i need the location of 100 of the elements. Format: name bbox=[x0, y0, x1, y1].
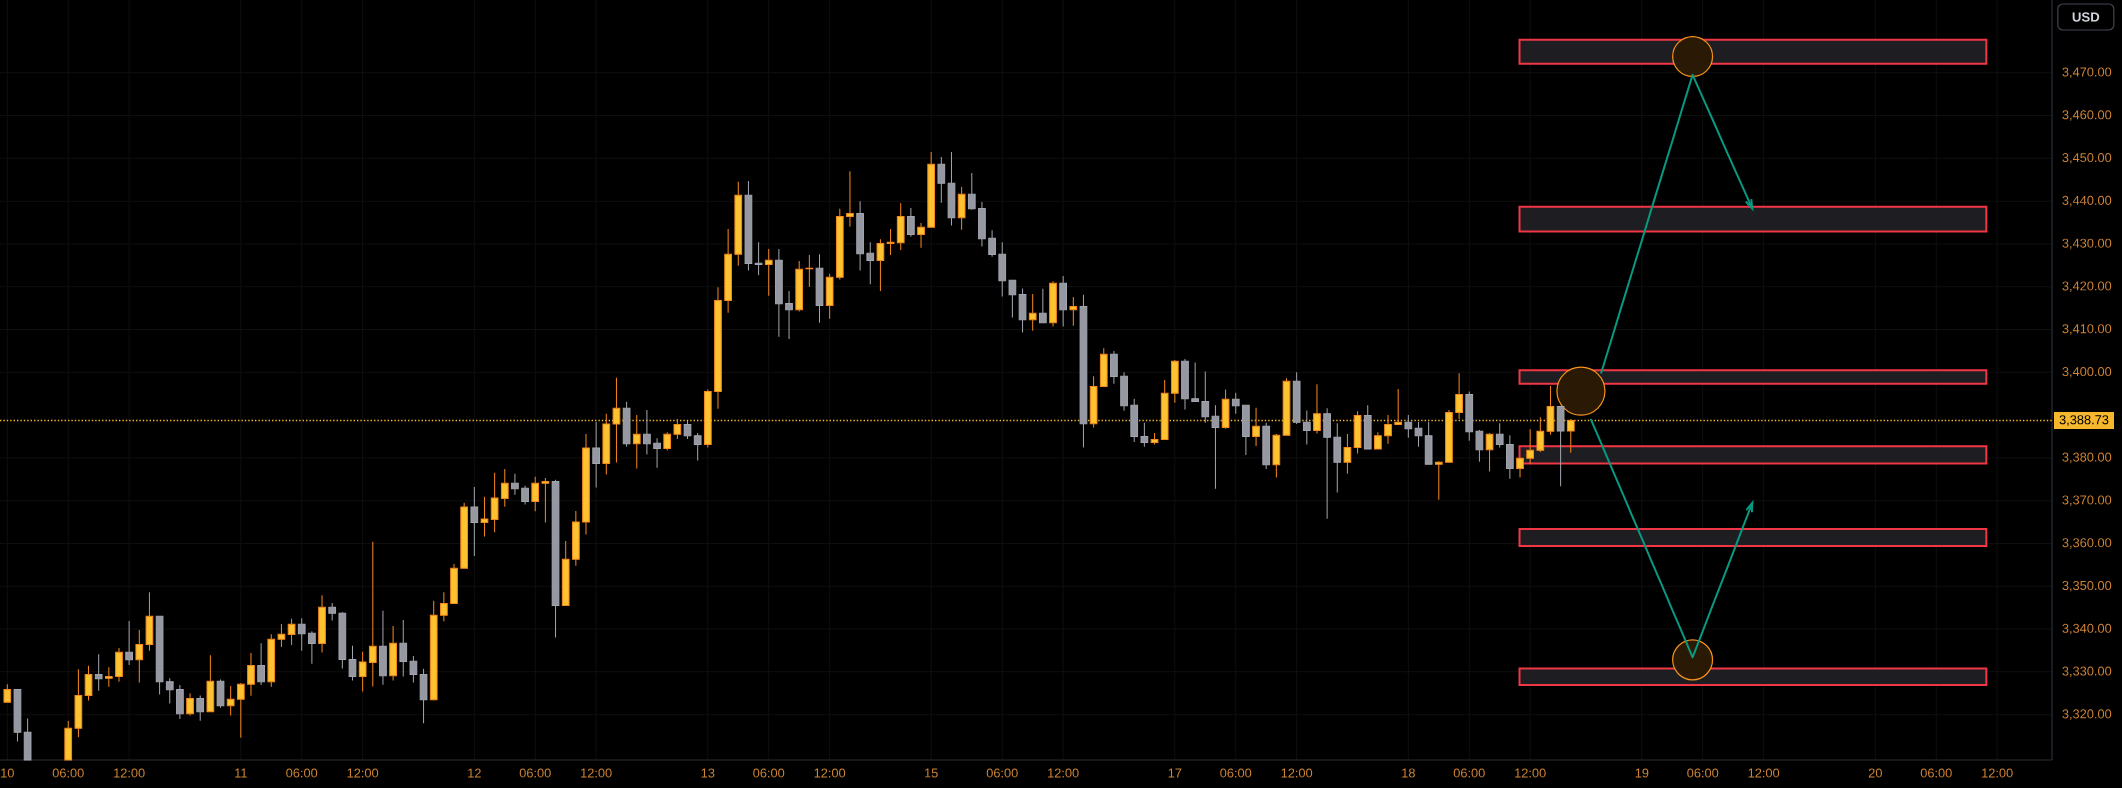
candlestick bbox=[582, 433, 590, 535]
candlestick bbox=[3, 683, 12, 703]
candlestick bbox=[815, 253, 824, 324]
candlestick bbox=[1556, 406, 1565, 487]
x-tick-label: 12:00 bbox=[1515, 768, 1546, 778]
candlestick bbox=[1333, 422, 1342, 494]
candlestick bbox=[216, 679, 225, 709]
x-tick-label: 12:00 bbox=[114, 768, 145, 778]
candlestick bbox=[551, 479, 560, 639]
candlestick bbox=[1272, 433, 1281, 479]
candlestick bbox=[754, 241, 763, 276]
candlestick bbox=[1059, 275, 1067, 328]
x-tick-label: 06:00 bbox=[1687, 768, 1719, 778]
x-tick-label: 18 bbox=[1402, 768, 1415, 778]
candlestick bbox=[318, 594, 326, 654]
candlestick bbox=[490, 472, 499, 533]
candlestick bbox=[673, 418, 682, 440]
candlestick bbox=[896, 202, 905, 251]
candlestick bbox=[1028, 293, 1037, 332]
candlestick bbox=[622, 401, 631, 448]
candlestick bbox=[693, 432, 702, 461]
candlestick bbox=[572, 510, 580, 567]
candlestick bbox=[1343, 433, 1352, 475]
candlestick bbox=[247, 652, 255, 697]
candlestick bbox=[429, 600, 438, 702]
candlestick bbox=[825, 273, 834, 320]
y-tick-label: 3,460.00 bbox=[2062, 110, 2112, 121]
x-tick-label: 12:00 bbox=[814, 768, 846, 778]
y-tick-label: 3,330.00 bbox=[2062, 666, 2112, 678]
x-tick-label: 12:00 bbox=[347, 768, 379, 778]
candlestick bbox=[541, 477, 550, 523]
candlestick bbox=[165, 677, 174, 705]
candlestick bbox=[348, 645, 357, 681]
candlestick bbox=[1516, 456, 1524, 479]
candlestick bbox=[480, 496, 489, 538]
candlestick bbox=[1099, 347, 1108, 387]
candlestick bbox=[714, 286, 722, 410]
y-tick-label: 3,410.00 bbox=[2062, 324, 2112, 335]
candlestick bbox=[1069, 296, 1078, 327]
candlestick bbox=[1110, 350, 1118, 385]
candlestick bbox=[226, 685, 235, 716]
y-tick-label: 3,430.00 bbox=[2062, 238, 2112, 250]
candlestick bbox=[785, 290, 793, 340]
candlestick bbox=[1495, 422, 1504, 449]
x-tick-label: 19 bbox=[1635, 768, 1649, 778]
candlestick bbox=[500, 468, 509, 508]
candlestick bbox=[1485, 432, 1494, 473]
x-tick-label: 06:00 bbox=[1453, 768, 1485, 778]
candlestick bbox=[1384, 414, 1392, 445]
x-tick-label: 06:00 bbox=[1220, 768, 1252, 778]
candlestick bbox=[561, 540, 570, 607]
candlestick bbox=[1231, 392, 1240, 415]
candlestick bbox=[937, 156, 946, 204]
candlestick bbox=[1150, 432, 1159, 446]
candlestick bbox=[358, 651, 367, 693]
candlestick bbox=[703, 388, 712, 449]
candlestick bbox=[84, 665, 93, 702]
candlestick bbox=[94, 653, 103, 692]
candlestick bbox=[145, 591, 154, 652]
candlestick bbox=[125, 620, 133, 666]
candlestick bbox=[328, 602, 337, 621]
candlestick bbox=[64, 720, 73, 761]
candlestick bbox=[886, 228, 895, 256]
candlestick bbox=[1434, 460, 1443, 501]
x-tick-label: 13 bbox=[701, 768, 715, 778]
candlestick bbox=[511, 473, 519, 496]
candlestick bbox=[186, 692, 194, 716]
candlestick bbox=[1018, 287, 1027, 333]
candlestick bbox=[1374, 431, 1382, 450]
x-tick-label: 12:00 bbox=[581, 768, 612, 778]
candlestick bbox=[104, 666, 113, 688]
candlestick bbox=[368, 541, 377, 687]
candlestick bbox=[978, 201, 986, 247]
candlestick bbox=[1475, 429, 1484, 463]
candlestick bbox=[967, 172, 976, 211]
candlestick bbox=[1130, 398, 1139, 443]
candlestick bbox=[775, 248, 783, 338]
candlestick bbox=[521, 485, 529, 506]
candlestick bbox=[734, 181, 743, 267]
candlestick bbox=[724, 228, 732, 314]
candlestick bbox=[1302, 409, 1311, 446]
candlestick bbox=[1424, 421, 1433, 465]
y-tick-label: 3,380.00 bbox=[2062, 452, 2112, 464]
x-tick-label: 06:00 bbox=[1920, 768, 1952, 778]
candlestick bbox=[379, 610, 387, 686]
candlestick bbox=[287, 618, 296, 646]
candlestick bbox=[23, 717, 32, 761]
y-tick-label: 3,340.00 bbox=[2062, 623, 2112, 635]
candlestick bbox=[389, 625, 397, 681]
x-tick-label: 06:00 bbox=[52, 768, 84, 778]
candlestick bbox=[13, 688, 22, 743]
candlestick bbox=[1262, 422, 1271, 470]
candlestick bbox=[1211, 404, 1220, 490]
candlestick bbox=[470, 486, 479, 557]
candlestick bbox=[764, 248, 773, 297]
candlestick bbox=[1526, 428, 1535, 465]
x-tick-label: 11 bbox=[235, 768, 247, 778]
candlestick bbox=[74, 668, 83, 738]
candlestick bbox=[450, 563, 458, 604]
x-tick-label: 12 bbox=[468, 768, 481, 778]
